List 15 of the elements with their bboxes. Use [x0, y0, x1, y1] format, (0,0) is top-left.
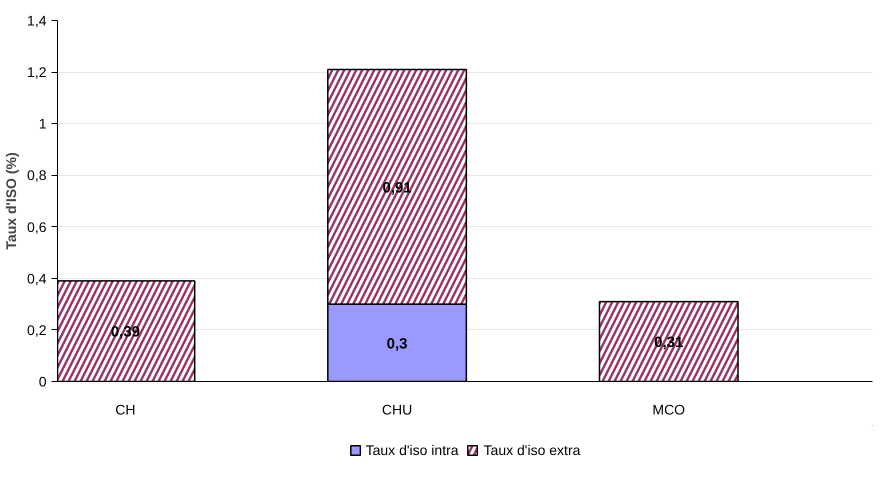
y-tick-label: 1,2 — [27, 64, 47, 80]
y-tick-label: 0,6 — [27, 218, 47, 235]
y-tick-label: 1,4 — [27, 12, 47, 28]
y-tick-label: 0,2 — [27, 322, 47, 338]
x-tick-label: MCO — [652, 402, 686, 418]
data-label: 0,3 — [386, 335, 408, 352]
y-tick-label: 1 — [38, 116, 47, 132]
legend-label: Taux d'iso intra — [366, 442, 459, 458]
x-tick-label: CH — [115, 402, 136, 418]
y-tick-label: 0,4 — [27, 270, 47, 286]
legend-label: Taux d'iso extra — [484, 442, 580, 458]
y-tick-label: 0,8 — [27, 167, 47, 184]
x-tick-label: CHU — [382, 402, 412, 418]
y-tick-label: 0 — [38, 374, 47, 390]
y-axis-title: Taux d'ISO (%) — [3, 152, 20, 250]
